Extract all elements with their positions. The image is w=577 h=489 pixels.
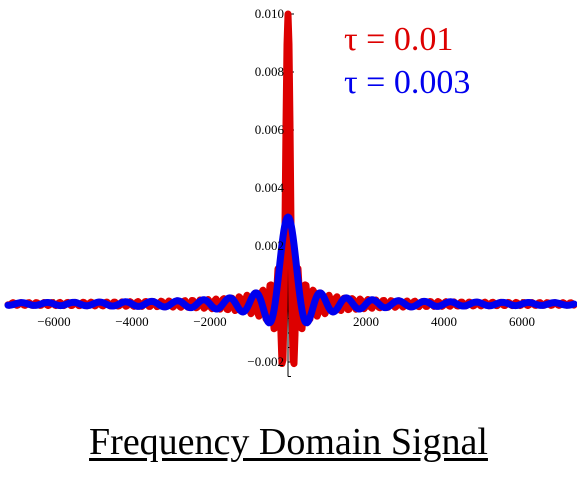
- x-tick-label: 2000: [353, 314, 379, 329]
- series-line-tau-0-01: [4, 10, 577, 368]
- x-tick-label: −4000: [115, 314, 148, 329]
- y-tick-label: 0.006: [255, 122, 285, 137]
- x-tick-label: −6000: [37, 314, 70, 329]
- legend-entry: τ = 0.01: [344, 21, 453, 58]
- y-tick-label: 0.004: [255, 180, 285, 195]
- frequency-domain-chart: −6000 −4000 −2000 2000 4000 6000 −0.002 0.002 0.…: [4, 6, 577, 377]
- x-tick-label: 6000: [509, 314, 535, 329]
- y-tick-label: −0.002: [247, 354, 284, 369]
- y-tick-label: 0.010: [255, 6, 284, 21]
- y-tick-label: 0.008: [255, 64, 284, 79]
- x-tick-label: −2000: [193, 314, 226, 329]
- chart-caption: Frequency Domain Signal: [89, 421, 488, 463]
- x-tick-label: 4000: [431, 314, 457, 329]
- series-line-tau-0-003: [4, 213, 577, 327]
- y-tick-label: 0.002: [255, 238, 284, 253]
- legend-entry: τ = 0.003: [344, 64, 470, 101]
